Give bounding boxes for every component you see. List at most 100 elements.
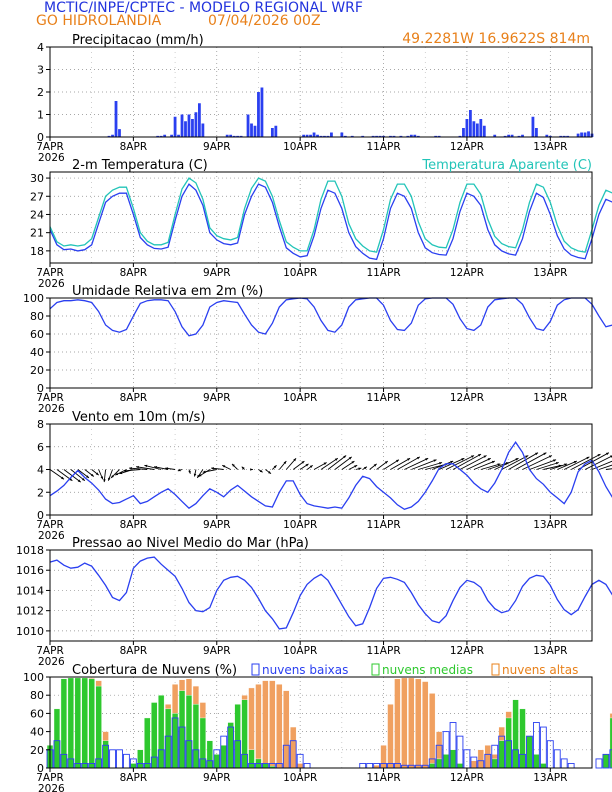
wind-arrow-head: [543, 452, 547, 456]
cloud-bar-nuvens-altas: [262, 680, 269, 769]
cloud-bar-nuvens-baixas: [567, 763, 575, 769]
wind-arrow-head: [351, 461, 355, 464]
wind-arrow: [494, 457, 519, 470]
wind-arrow: [515, 452, 547, 470]
precip-bar: [270, 128, 274, 137]
panel-title: Umidade Relativa em 2m (%): [72, 284, 263, 299]
precip-bar: [340, 132, 344, 137]
legend-label: nuvens baixas: [262, 663, 348, 677]
wind-arrow-head: [439, 462, 443, 465]
wind-arrow-head: [86, 475, 89, 478]
precip-bar: [382, 135, 385, 137]
wind-arrow: [70, 469, 86, 482]
x-tick-label: 13APR: [533, 267, 567, 279]
wind-arrow-head: [193, 473, 197, 477]
series-line-0: [49, 441, 612, 511]
x-tick-label: 8APR: [120, 772, 148, 784]
cloud-bar-nuvens-medias: [241, 699, 248, 769]
wind-arrow: [135, 466, 155, 470]
x-tick-label: 12APR: [450, 519, 484, 531]
wind-arrow-head: [211, 467, 214, 470]
y-tick-label: 27: [30, 190, 44, 203]
y-tick-label: 1016: [16, 564, 44, 577]
wind-arrow: [557, 460, 578, 470]
wind-arrow-head: [222, 465, 226, 468]
wind-arrow: [480, 463, 501, 470]
y-tick-label: 100: [23, 292, 44, 305]
y-tick-label: 80: [30, 310, 44, 323]
precip-bar: [413, 134, 417, 137]
wind-arrow: [445, 455, 475, 470]
panel-title: Pressao ao Nivel Medio do Mar (hPa): [72, 536, 309, 551]
precip-bar: [583, 132, 587, 137]
wind-arrow: [543, 464, 562, 470]
wind-arrow-head: [384, 461, 388, 464]
cloud-bar-nuvens-medias: [609, 717, 612, 769]
panel-title: 2-m Temperatura (C): [72, 158, 208, 173]
cloud-bar-nuvens-medias: [220, 745, 227, 769]
precip-bar: [545, 134, 549, 137]
cloud-bar-nuvens-medias: [144, 717, 151, 769]
wind-arrow-head: [61, 476, 64, 480]
cloud-bar-nuvens-medias: [185, 695, 193, 769]
y-tick-label: 4: [37, 464, 44, 477]
panel-wind: 0 2 4 6 8 7APR 8APR 9APR 10APR 11APR 12APR 13APR 202…: [36, 410, 612, 542]
legend-swatch: [251, 663, 260, 676]
cloud-bar-nuvens-medias: [449, 749, 457, 769]
wind-arrow-head: [95, 472, 99, 476]
wind-arrow: [404, 457, 429, 470]
panel-frame: [49, 171, 593, 264]
panel-title: Vento em 10m (m/s): [72, 410, 205, 425]
x-tick-label: 13APR: [533, 392, 567, 404]
wind-arrow-head: [259, 469, 263, 473]
series-line-1: [49, 177, 612, 253]
wind-arrow-head: [605, 452, 609, 456]
wind-arrow-head: [425, 458, 429, 461]
cloud-bar-nuvens-baixas: [359, 763, 367, 769]
precip-bar: [409, 134, 413, 137]
wind-arrow: [418, 462, 443, 470]
wind-arrow: [501, 455, 529, 470]
panel-title: Cobertura de Nuvens (%): [72, 663, 237, 678]
x-tick-label: 9APR: [203, 267, 231, 279]
x-tick-label: 13APR: [533, 519, 567, 531]
wind-arrow: [487, 462, 509, 470]
wind-arrow: [123, 469, 141, 472]
precip-bar: [510, 134, 514, 137]
precip-bar: [173, 116, 177, 137]
y-tick-label: 100: [23, 671, 44, 684]
wind-arrow: [564, 456, 590, 470]
wind-arrow-head: [597, 454, 601, 457]
precip-bar: [184, 121, 187, 137]
y-tick-label: 40: [30, 726, 44, 739]
x-tick-label: 13APR: [533, 645, 567, 657]
y-tick-label: 1018: [16, 544, 44, 557]
header-coordinates: 49.2281W 16.9622S 814m: [402, 31, 590, 47]
wind-arrow-head: [100, 476, 103, 480]
cloud-bar-nuvens-baixas: [116, 749, 123, 769]
x-year-label: 2026: [38, 783, 65, 792]
precip-bar: [111, 134, 114, 137]
x-tick-label: 12APR: [450, 645, 484, 657]
y-tick-label: 80: [30, 689, 44, 702]
x-tick-label: 9APR: [203, 141, 231, 153]
precip-bar: [416, 135, 420, 137]
wind-arrow-head: [535, 452, 539, 456]
panel-rh: 0 20 40 60 80 100 7APR 8APR 9APR 10APR 11APR 12APR 1…: [23, 284, 612, 415]
precip-bar: [180, 114, 184, 137]
wind-arrow-head: [77, 479, 81, 483]
wind-arrow: [466, 457, 491, 470]
x-year-label: 2026: [38, 152, 65, 164]
cloud-bar-nuvens-baixas: [456, 735, 464, 769]
cloud-bar-nuvens-medias: [213, 754, 220, 769]
cloud-bar-nuvens-medias: [248, 749, 255, 769]
series-line-0: [49, 183, 612, 261]
precip-bar: [163, 134, 167, 137]
cloud-bar-nuvens-medias: [498, 740, 505, 769]
wind-arrow-head: [309, 465, 313, 468]
precip-bar: [458, 135, 462, 137]
panel-frame: [49, 549, 593, 642]
precip-bar: [472, 121, 476, 137]
wind-arrow-head: [348, 456, 352, 460]
panel-title: Precipitacao (mm/h): [72, 33, 204, 48]
